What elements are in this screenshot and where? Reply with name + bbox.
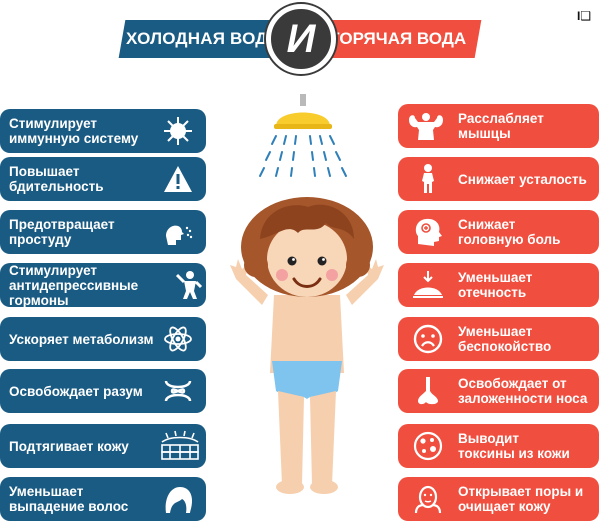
and-badge: И	[266, 4, 336, 74]
shower-head-illustration	[259, 94, 347, 177]
atom-icon	[162, 323, 194, 355]
cold-benefit-cold-prevention: Предотвращает простуду	[0, 210, 206, 254]
cold-benefit-mind: Освобождает разум	[0, 369, 206, 413]
cold-water-title-text: ХОЛОДНАЯ ВОДА	[125, 29, 281, 48]
hot-benefit-toxins: Выводит токсины из кожи	[398, 424, 599, 468]
toxin-icon	[412, 430, 444, 462]
swelling-icon	[412, 269, 444, 301]
cold-benefit-label: Подтягивает кожу	[9, 438, 129, 454]
cold-benefit-label: Уменьшает выпадение волос	[9, 484, 129, 514]
hot-benefit-label: Снижает головную боль	[458, 217, 561, 247]
body-icon	[412, 163, 444, 195]
hot-benefit-pores: Открывает поры и очищает кожу	[398, 477, 599, 521]
hot-benefit-label: Уменьшает беспокойство	[458, 324, 552, 354]
cold-benefit-metabolism: Ускоряет метаболизм	[0, 317, 206, 361]
hot-benefit-label: Выводит токсины из кожи	[458, 431, 570, 461]
cold-benefit-alertness: Повышает бдительность	[0, 157, 206, 201]
skin-layers-icon	[160, 430, 200, 462]
hot-benefit-swelling: Уменьшает отечность	[398, 263, 599, 307]
cold-benefit-hair-loss: Уменьшает выпадение волос	[0, 477, 206, 521]
happy-person-icon	[172, 269, 204, 301]
hot-water-title: ГОРЯЧАЯ ВОДА	[314, 20, 482, 58]
warning-icon	[162, 163, 194, 195]
mind-icon	[162, 375, 194, 407]
site-logo: I❑	[577, 9, 592, 23]
hot-water-title-text: ГОРЯЧАЯ ВОДА	[329, 29, 467, 48]
hot-benefit-label: Освобождает от заложенности носа	[458, 376, 588, 406]
hot-benefit-label: Открывает поры и очищает кожу	[458, 484, 584, 514]
hot-benefit-muscles: Расслабляет мышцы	[398, 104, 599, 148]
sneeze-icon	[162, 216, 194, 248]
cold-benefit-label: Стимулирует иммунную систему	[9, 116, 139, 146]
hot-benefit-label: Уменьшает отечность	[458, 270, 533, 300]
child-illustration	[230, 197, 384, 494]
hot-benefit-label: Расслабляет мышцы	[458, 111, 544, 141]
cold-benefit-immune: Стимулирует иммунную систему	[0, 109, 206, 153]
sad-face-icon	[412, 323, 444, 355]
virus-icon	[162, 115, 194, 147]
hot-benefit-anxiety: Уменьшает беспокойство	[398, 317, 599, 361]
cold-water-title: ХОЛОДНАЯ ВОДА	[118, 20, 288, 58]
headache-icon	[412, 216, 444, 248]
nose-icon	[412, 375, 444, 407]
muscle-icon	[406, 110, 446, 142]
face-clean-icon	[412, 483, 444, 515]
hair-icon	[162, 483, 194, 515]
cold-benefit-antidepressant: Стимулирует антидепрессивные гормоны	[0, 262, 206, 308]
hot-benefit-fatigue: Снижает усталость	[398, 157, 599, 201]
cold-benefit-label: Стимулирует антидепрессивные гормоны	[9, 262, 139, 308]
cold-benefit-label: Ускоряет метаболизм	[9, 331, 154, 347]
cold-benefit-skin-tighten: Подтягивает кожу	[0, 424, 206, 468]
cold-benefit-label: Предотвращает простуду	[9, 217, 115, 247]
hot-benefit-label: Снижает усталость	[458, 171, 587, 187]
hot-benefit-headache: Снижает головную боль	[398, 210, 599, 254]
cold-benefit-label: Освобождает разум	[9, 383, 143, 399]
cold-benefit-label: Повышает бдительность	[9, 164, 104, 194]
hot-benefit-nose: Освобождает от заложенности носа	[398, 369, 599, 413]
